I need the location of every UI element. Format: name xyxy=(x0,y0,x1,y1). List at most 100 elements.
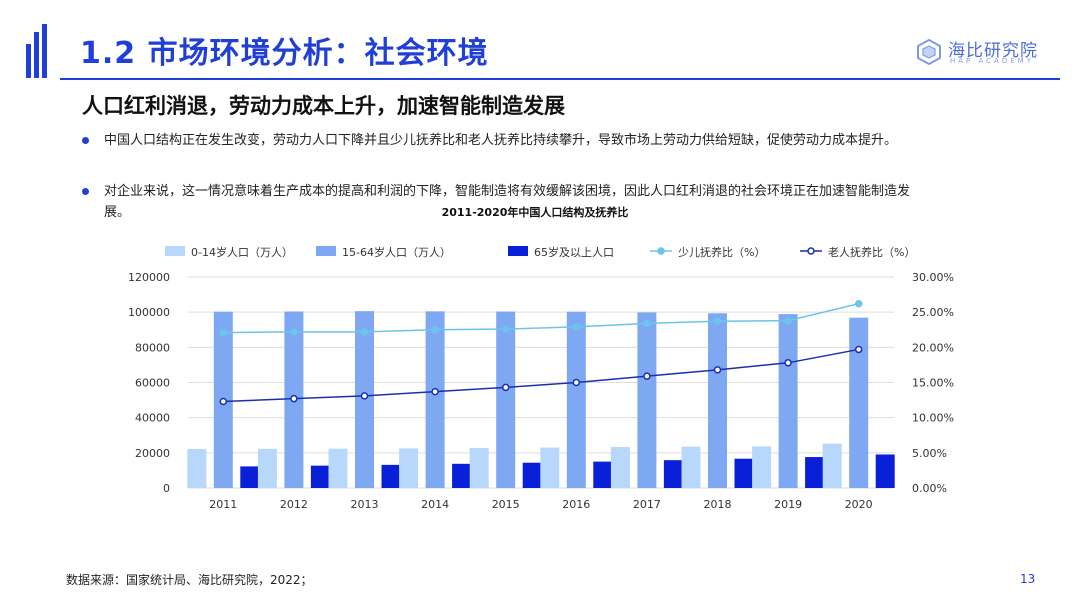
bar xyxy=(593,461,613,488)
x-tick-label: 2017 xyxy=(633,498,661,511)
x-tick-label: 2013 xyxy=(351,498,379,511)
data-source: 数据来源：国家统计局、海比研究院，2022； xyxy=(66,573,313,587)
bar xyxy=(637,312,657,488)
chart-title: 2011-2020年中国人口结构及抚养比 xyxy=(442,205,629,219)
x-tick-label: 2019 xyxy=(774,498,802,511)
legend-swatch xyxy=(508,246,528,256)
page-title: 1.2 市场环境分析：社会环境 xyxy=(80,36,489,71)
line-point xyxy=(572,323,581,331)
bar xyxy=(663,460,683,488)
line-point xyxy=(643,319,651,328)
line-point xyxy=(290,394,298,403)
y-left-tick-label: 40000 xyxy=(135,412,170,425)
legend-label: 0-14岁人口（万人） xyxy=(191,245,293,259)
y-left-tick-label: 80000 xyxy=(135,341,170,354)
bullet-dot-icon xyxy=(82,188,89,195)
line-point xyxy=(431,326,439,334)
legend-label: 少儿抚养比（%） xyxy=(678,245,765,259)
x-tick-label: 2012 xyxy=(280,498,308,511)
bar xyxy=(328,448,348,488)
bar xyxy=(425,311,445,488)
bar xyxy=(566,311,586,488)
bar xyxy=(381,464,401,488)
y-right-tick-label: 20.00% xyxy=(912,341,954,354)
y-right-tick-label: 15.00% xyxy=(912,377,954,390)
legend-label: 65岁及以上人口 xyxy=(534,245,614,259)
bar xyxy=(708,313,727,488)
line-point xyxy=(713,317,722,326)
bar xyxy=(805,457,825,488)
logo-text: 海比研究院 xyxy=(948,41,1038,61)
bar xyxy=(778,314,798,488)
y-left-tick-label: 100000 xyxy=(128,306,170,319)
line-point xyxy=(643,372,651,380)
line-point xyxy=(854,299,863,308)
y-left-tick-label: 120000 xyxy=(128,271,170,284)
line-point xyxy=(501,325,510,333)
chart-svg: 2011-2020年中国人口结构及抚养比 0 0.00% 20000 5.00% 4000… xyxy=(128,205,954,511)
bar xyxy=(452,463,472,488)
line-point xyxy=(501,383,510,392)
series-line xyxy=(223,348,859,403)
y-right-tick-label: 0.00% xyxy=(912,482,947,495)
bar xyxy=(610,446,630,488)
legend-label: 15-64岁人口（万人） xyxy=(342,245,451,259)
x-tick-label: 2014 xyxy=(421,498,449,511)
bar xyxy=(399,448,419,488)
line-point xyxy=(784,359,792,367)
y-left-tick-label: 60000 xyxy=(135,377,170,390)
bullet-dot-icon xyxy=(82,137,89,144)
bullet-item: 对企业来说，这一情况意味着生产成本的提高和利润的下降，智能制造将有效缓解该困境，… xyxy=(82,181,912,223)
line-point xyxy=(431,387,439,396)
bar xyxy=(310,465,330,488)
y-right-tick-label: 30.00% xyxy=(912,271,954,284)
line-point xyxy=(713,366,722,374)
y-right-tick-label: 5.00% xyxy=(912,447,947,460)
bar xyxy=(752,446,772,488)
x-tick-label: 2011 xyxy=(209,498,237,511)
bar xyxy=(257,448,277,488)
bullet-text: 对企业来说，这一情况意味着生产成本的提高和利润的下降，智能制造将有效缓解该困境，… xyxy=(104,184,911,220)
legend-swatch xyxy=(165,246,185,256)
bar xyxy=(734,458,754,488)
line-point xyxy=(290,328,298,336)
bar xyxy=(522,462,542,488)
y-right-tick-label: 25.00% xyxy=(912,306,954,319)
logo-subtext: HAP ACADEMY xyxy=(950,57,1034,65)
title-underline xyxy=(60,78,1060,80)
population-chart: 2011-2020年中国人口结构及抚养比 0 0.00% 20000 5.00% 4000… xyxy=(110,200,970,520)
bar xyxy=(875,454,895,488)
bar xyxy=(540,447,560,488)
line-point xyxy=(784,316,792,325)
legend-label: 老人抚养比（%） xyxy=(828,245,915,259)
x-tick-label: 2018 xyxy=(704,498,732,511)
series-line xyxy=(223,302,859,334)
section-subtitle: 人口红利消退，劳动力成本上升，加速智能制造发展 xyxy=(82,94,565,118)
x-tick-label: 2016 xyxy=(562,498,590,511)
line-point xyxy=(854,345,863,354)
page-number: 13 xyxy=(1020,572,1036,586)
title-accent-bars xyxy=(26,24,52,78)
bar xyxy=(240,466,260,488)
bar xyxy=(822,443,842,488)
logo-cube-icon xyxy=(917,38,941,66)
legend-swatch xyxy=(316,246,336,256)
y-left-tick-label: 0 xyxy=(163,482,170,495)
bar xyxy=(187,449,207,488)
bullet-text: 中国人口结构正在发生改变，劳动力人口下降并且少儿抚养比和老人抚养比持续攀升，导致… xyxy=(104,133,898,148)
line-point xyxy=(219,397,228,406)
bar xyxy=(496,311,516,488)
line-point xyxy=(360,392,369,400)
y-left-tick-label: 20000 xyxy=(135,447,170,460)
x-tick-label: 2020 xyxy=(845,498,873,511)
legend-marker xyxy=(657,247,665,255)
line-point xyxy=(219,328,228,337)
bullet-item: 中国人口结构正在发生改变，劳动力人口下降并且少儿抚养比和老人抚养比持续攀升，导致… xyxy=(82,130,912,151)
bar xyxy=(849,317,869,488)
line-point xyxy=(360,328,369,336)
x-tick-label: 2015 xyxy=(492,498,520,511)
y-right-tick-label: 10.00% xyxy=(912,412,954,425)
bar xyxy=(681,446,701,488)
bar xyxy=(469,448,489,488)
line-point xyxy=(572,378,581,387)
